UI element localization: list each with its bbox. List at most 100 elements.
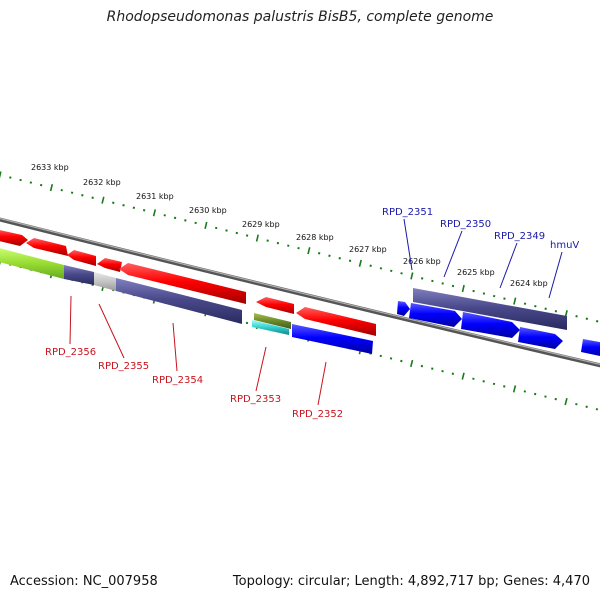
gene-arrow[interactable] <box>256 297 294 314</box>
leader-line <box>548 251 563 299</box>
minor-tick <box>379 267 383 270</box>
forward-gene-labels: RPD_2351 RPD_2350 RPD_2349 hmuV <box>382 207 579 299</box>
leader-line <box>317 361 327 406</box>
map-title: Rhodopseudomonas palustris BisB5, comple… <box>106 9 494 25</box>
minor-tick <box>534 304 537 308</box>
major-tick <box>564 398 568 406</box>
minor-tick <box>122 204 125 207</box>
minor-tick <box>266 239 269 242</box>
minor-tick <box>389 357 393 360</box>
minor-tick <box>287 244 290 247</box>
minor-tick <box>585 317 589 320</box>
gene-label-rpd-2355[interactable]: RPD_2355 <box>98 361 149 372</box>
gene-label-rpd-2350[interactable]: RPD_2350 <box>440 219 491 230</box>
minor-tick <box>431 367 434 370</box>
tick-label-2630: 2630 kbp <box>189 206 227 215</box>
minor-tick <box>60 188 63 192</box>
gene-label-rpd-2349[interactable]: RPD_2349 <box>494 231 545 242</box>
minor-tick <box>297 246 300 250</box>
outer-tick-ring <box>0 171 599 323</box>
tick-label-2632: 2632 kbp <box>83 178 121 187</box>
tick-label-2631: 2631 kbp <box>136 192 174 201</box>
gene-arrow[interactable] <box>0 229 28 246</box>
forward-strand-genes <box>397 301 600 357</box>
gene-label-rpd-2356[interactable]: RPD_2356 <box>45 347 96 358</box>
minor-tick <box>400 272 403 275</box>
minor-tick <box>492 294 496 298</box>
gene-arrow[interactable] <box>119 263 246 304</box>
cog-segment-purple <box>413 288 567 330</box>
accession-text: Accession: NC_007958 <box>10 574 158 589</box>
gene-label-rpd-2351[interactable]: RPD_2351 <box>382 207 433 218</box>
gene-label-rpd-2354[interactable]: RPD_2354 <box>152 375 203 386</box>
gene-arrow[interactable] <box>581 339 600 357</box>
minor-tick <box>503 385 506 388</box>
minor-tick <box>544 395 547 398</box>
minor-tick <box>523 302 527 305</box>
cog-band <box>0 248 567 354</box>
major-tick <box>512 385 517 393</box>
gene-arrow[interactable] <box>461 312 520 338</box>
major-tick <box>461 284 465 293</box>
minor-tick <box>523 390 527 393</box>
minor-tick <box>533 392 537 396</box>
leader-line <box>403 218 413 271</box>
major-tick <box>410 359 414 368</box>
minor-tick <box>503 297 506 300</box>
major-tick <box>461 372 465 380</box>
minor-tick <box>379 354 382 358</box>
tick-label-2633: 2633 kbp <box>31 163 69 172</box>
gene-arrow[interactable] <box>409 303 462 327</box>
minor-tick <box>70 191 74 194</box>
minor-tick <box>91 196 94 199</box>
minor-tick <box>317 251 321 255</box>
major-tick <box>0 171 2 179</box>
minor-tick <box>420 277 424 280</box>
major-tick <box>152 209 157 217</box>
gene-label-rpd-2352[interactable]: RPD_2352 <box>292 409 343 420</box>
gene-arrow[interactable] <box>26 238 68 256</box>
minor-tick <box>400 359 403 363</box>
major-tick <box>101 196 105 204</box>
minor-tick <box>338 257 341 260</box>
tick-label-2628: 2628 kbp <box>296 233 334 242</box>
tick-label-2626: 2626 kbp <box>403 257 441 266</box>
minor-tick <box>544 307 547 310</box>
gene-arrow[interactable] <box>518 327 563 349</box>
minor-tick <box>173 216 177 220</box>
gene-arrow[interactable] <box>97 258 122 272</box>
cog-segment-blue <box>292 324 373 354</box>
minor-tick <box>554 309 558 313</box>
gene-arrow[interactable] <box>67 250 96 266</box>
gene-label-hmuv[interactable]: hmuV <box>550 240 579 251</box>
genome-summary-text: Topology: circular; Length: 4,892,717 bp… <box>232 574 590 589</box>
leader-line <box>172 322 178 372</box>
minor-tick <box>81 193 84 197</box>
leader-line <box>69 295 72 345</box>
genome-backbone <box>0 217 600 368</box>
cog-segment-purple <box>64 265 94 285</box>
minor-tick <box>163 214 166 217</box>
leader-line <box>499 242 518 289</box>
minor-tick <box>390 269 393 273</box>
cog-segment-grey <box>94 272 116 291</box>
cog-segment-lime <box>0 248 64 279</box>
minor-tick <box>441 369 444 373</box>
leader-line <box>255 346 267 392</box>
gene-label-rpd-2353[interactable]: RPD_2353 <box>230 394 281 405</box>
gene-arrow[interactable] <box>296 307 376 336</box>
minor-tick <box>29 181 33 184</box>
minor-tick <box>575 315 578 318</box>
reverse-gene-labels: RPD_2356 RPD_2355 RPD_2354 RPD_2353 RPD_… <box>45 295 343 420</box>
leader-line <box>443 230 463 278</box>
leader-line <box>98 303 125 359</box>
gene-arrow[interactable] <box>397 301 410 316</box>
cog-segment-cyan <box>252 320 289 335</box>
minor-tick <box>595 320 599 323</box>
major-tick <box>410 272 414 280</box>
minor-tick <box>39 183 43 187</box>
minor-tick <box>420 364 424 368</box>
minor-tick <box>142 209 146 212</box>
